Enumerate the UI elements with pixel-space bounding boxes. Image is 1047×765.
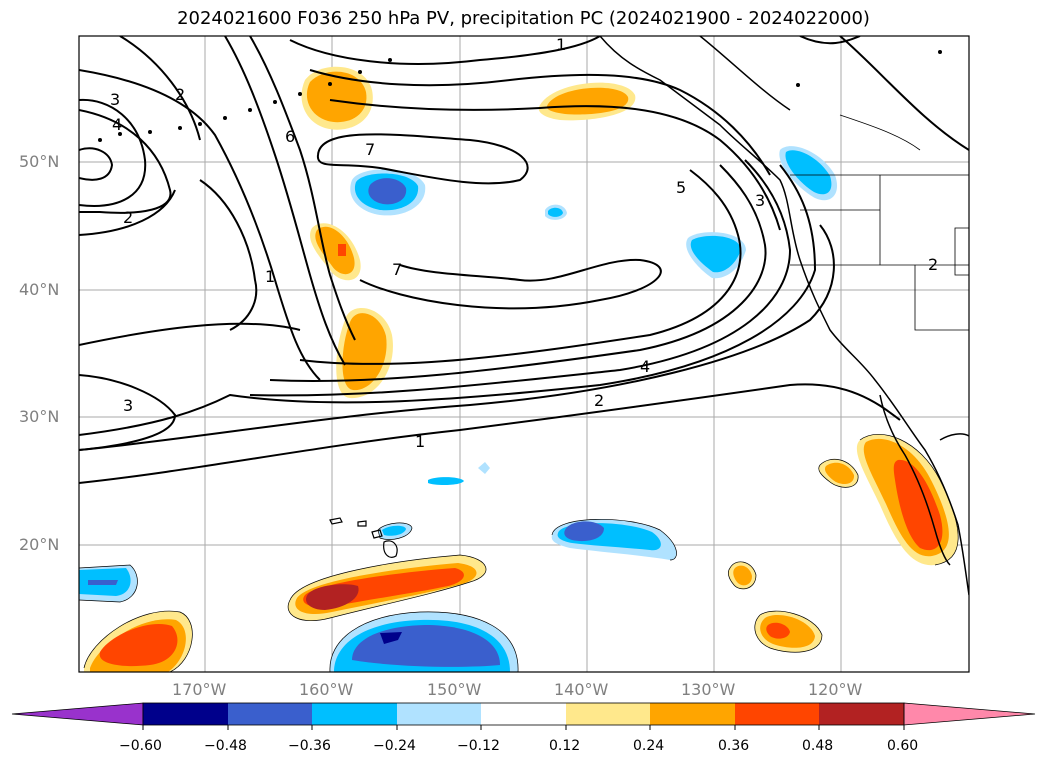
negative-anomaly-2 xyxy=(545,204,567,220)
positive-anomaly-9 xyxy=(728,561,756,589)
map-title: 2024021600 F036 250 hPa PV, precipitatio… xyxy=(177,8,870,29)
positive-anomaly-2 xyxy=(538,82,636,121)
colorbar-swatch xyxy=(650,703,735,725)
colorbar-tick-label: −0.48 xyxy=(204,738,247,754)
lon-label: 130°W xyxy=(681,680,736,699)
contour-label: 2 xyxy=(175,85,185,104)
colorbar-extend-high xyxy=(903,702,1036,726)
colorbar-tick-label: −0.60 xyxy=(119,738,162,754)
state-borders xyxy=(790,114,969,331)
lat-label: 30°N xyxy=(19,407,60,426)
positive-anomaly-7 xyxy=(818,459,859,488)
positive-anomaly-4 xyxy=(336,308,393,399)
negative-anomaly-4 xyxy=(779,146,838,201)
contour-label: 2 xyxy=(928,255,938,274)
negative-anomaly-8 xyxy=(378,522,412,540)
contour-label: 2 xyxy=(594,391,604,410)
colorbar-swatch xyxy=(228,703,312,725)
positive-anomaly-10 xyxy=(754,611,822,653)
contour-label: 7 xyxy=(392,260,402,279)
positive-anomaly-8 xyxy=(856,434,959,566)
negative-anomaly-6 xyxy=(79,565,138,602)
lon-label: 140°W xyxy=(554,680,609,699)
colorbar-tick-label: 0.60 xyxy=(887,738,919,754)
colorbar-swatch xyxy=(819,703,904,725)
colorbar-swatch xyxy=(143,703,228,725)
contour-label: 2 xyxy=(123,208,133,227)
lat-label: 50°N xyxy=(19,152,60,171)
colorbar-swatch xyxy=(397,703,481,725)
colorbar-tick-label: 0.36 xyxy=(718,738,750,754)
contour-label: 5 xyxy=(676,178,686,197)
contour-label: 1 xyxy=(556,35,566,54)
precip-shading xyxy=(79,66,959,672)
colorbar-swatch xyxy=(481,703,566,725)
lat-label: 20°N xyxy=(19,535,60,554)
colorbar-extend-low xyxy=(11,702,144,726)
aleutian-islands xyxy=(98,50,942,142)
positive-anomaly-6 xyxy=(84,611,193,672)
lon-label: 150°W xyxy=(427,680,482,699)
lon-label: 120°W xyxy=(808,680,863,699)
contour-label: 7 xyxy=(365,140,375,159)
colorbar-tick-label: 0.24 xyxy=(633,738,665,754)
contour-label: 4 xyxy=(112,115,122,134)
contour-labels: 1 3 2 4 6 7 5 3 2 1 7 4 3 2 1 2 xyxy=(110,35,938,451)
negative-anomaly-3 xyxy=(686,232,746,279)
contour-label: 3 xyxy=(123,396,133,415)
contour-label: 3 xyxy=(110,90,120,109)
contour-label: 4 xyxy=(640,357,650,376)
lon-label: 170°W xyxy=(172,680,227,699)
anomaly-outlines xyxy=(79,433,959,672)
colorbar-tick-label: −0.36 xyxy=(288,738,331,754)
colorbar-swatch xyxy=(312,703,397,725)
negative-anomaly-7 xyxy=(329,611,519,672)
map-frame xyxy=(78,35,970,673)
colorbar-tick-label: −0.12 xyxy=(457,738,500,754)
pv-contours xyxy=(79,36,969,484)
colorbar-swatch xyxy=(735,703,819,725)
colorbar-tick-label: 0.48 xyxy=(802,738,834,754)
coastlines xyxy=(599,36,969,596)
contour-label: 3 xyxy=(755,191,765,210)
hawaii-islands xyxy=(329,517,398,558)
lat-label: 40°N xyxy=(19,280,60,299)
colorbar-tick-label: 0.12 xyxy=(549,738,581,754)
negative-anomaly-5 xyxy=(551,519,677,560)
negative-anomaly-9 xyxy=(428,462,490,486)
colorbar-tick-label: −0.24 xyxy=(373,738,416,754)
negative-anomaly-1 xyxy=(350,169,426,216)
lon-label: 160°W xyxy=(299,680,354,699)
colorbar-swatch xyxy=(566,703,650,725)
contour-label: 1 xyxy=(415,432,425,451)
contour-label: 1 xyxy=(265,267,275,286)
positive-anomaly-5 xyxy=(288,555,487,621)
positive-anomaly-1 xyxy=(301,66,373,130)
colorbar xyxy=(11,702,1036,730)
positive-anomaly-3 xyxy=(310,223,361,281)
contour-label: 6 xyxy=(285,127,295,146)
